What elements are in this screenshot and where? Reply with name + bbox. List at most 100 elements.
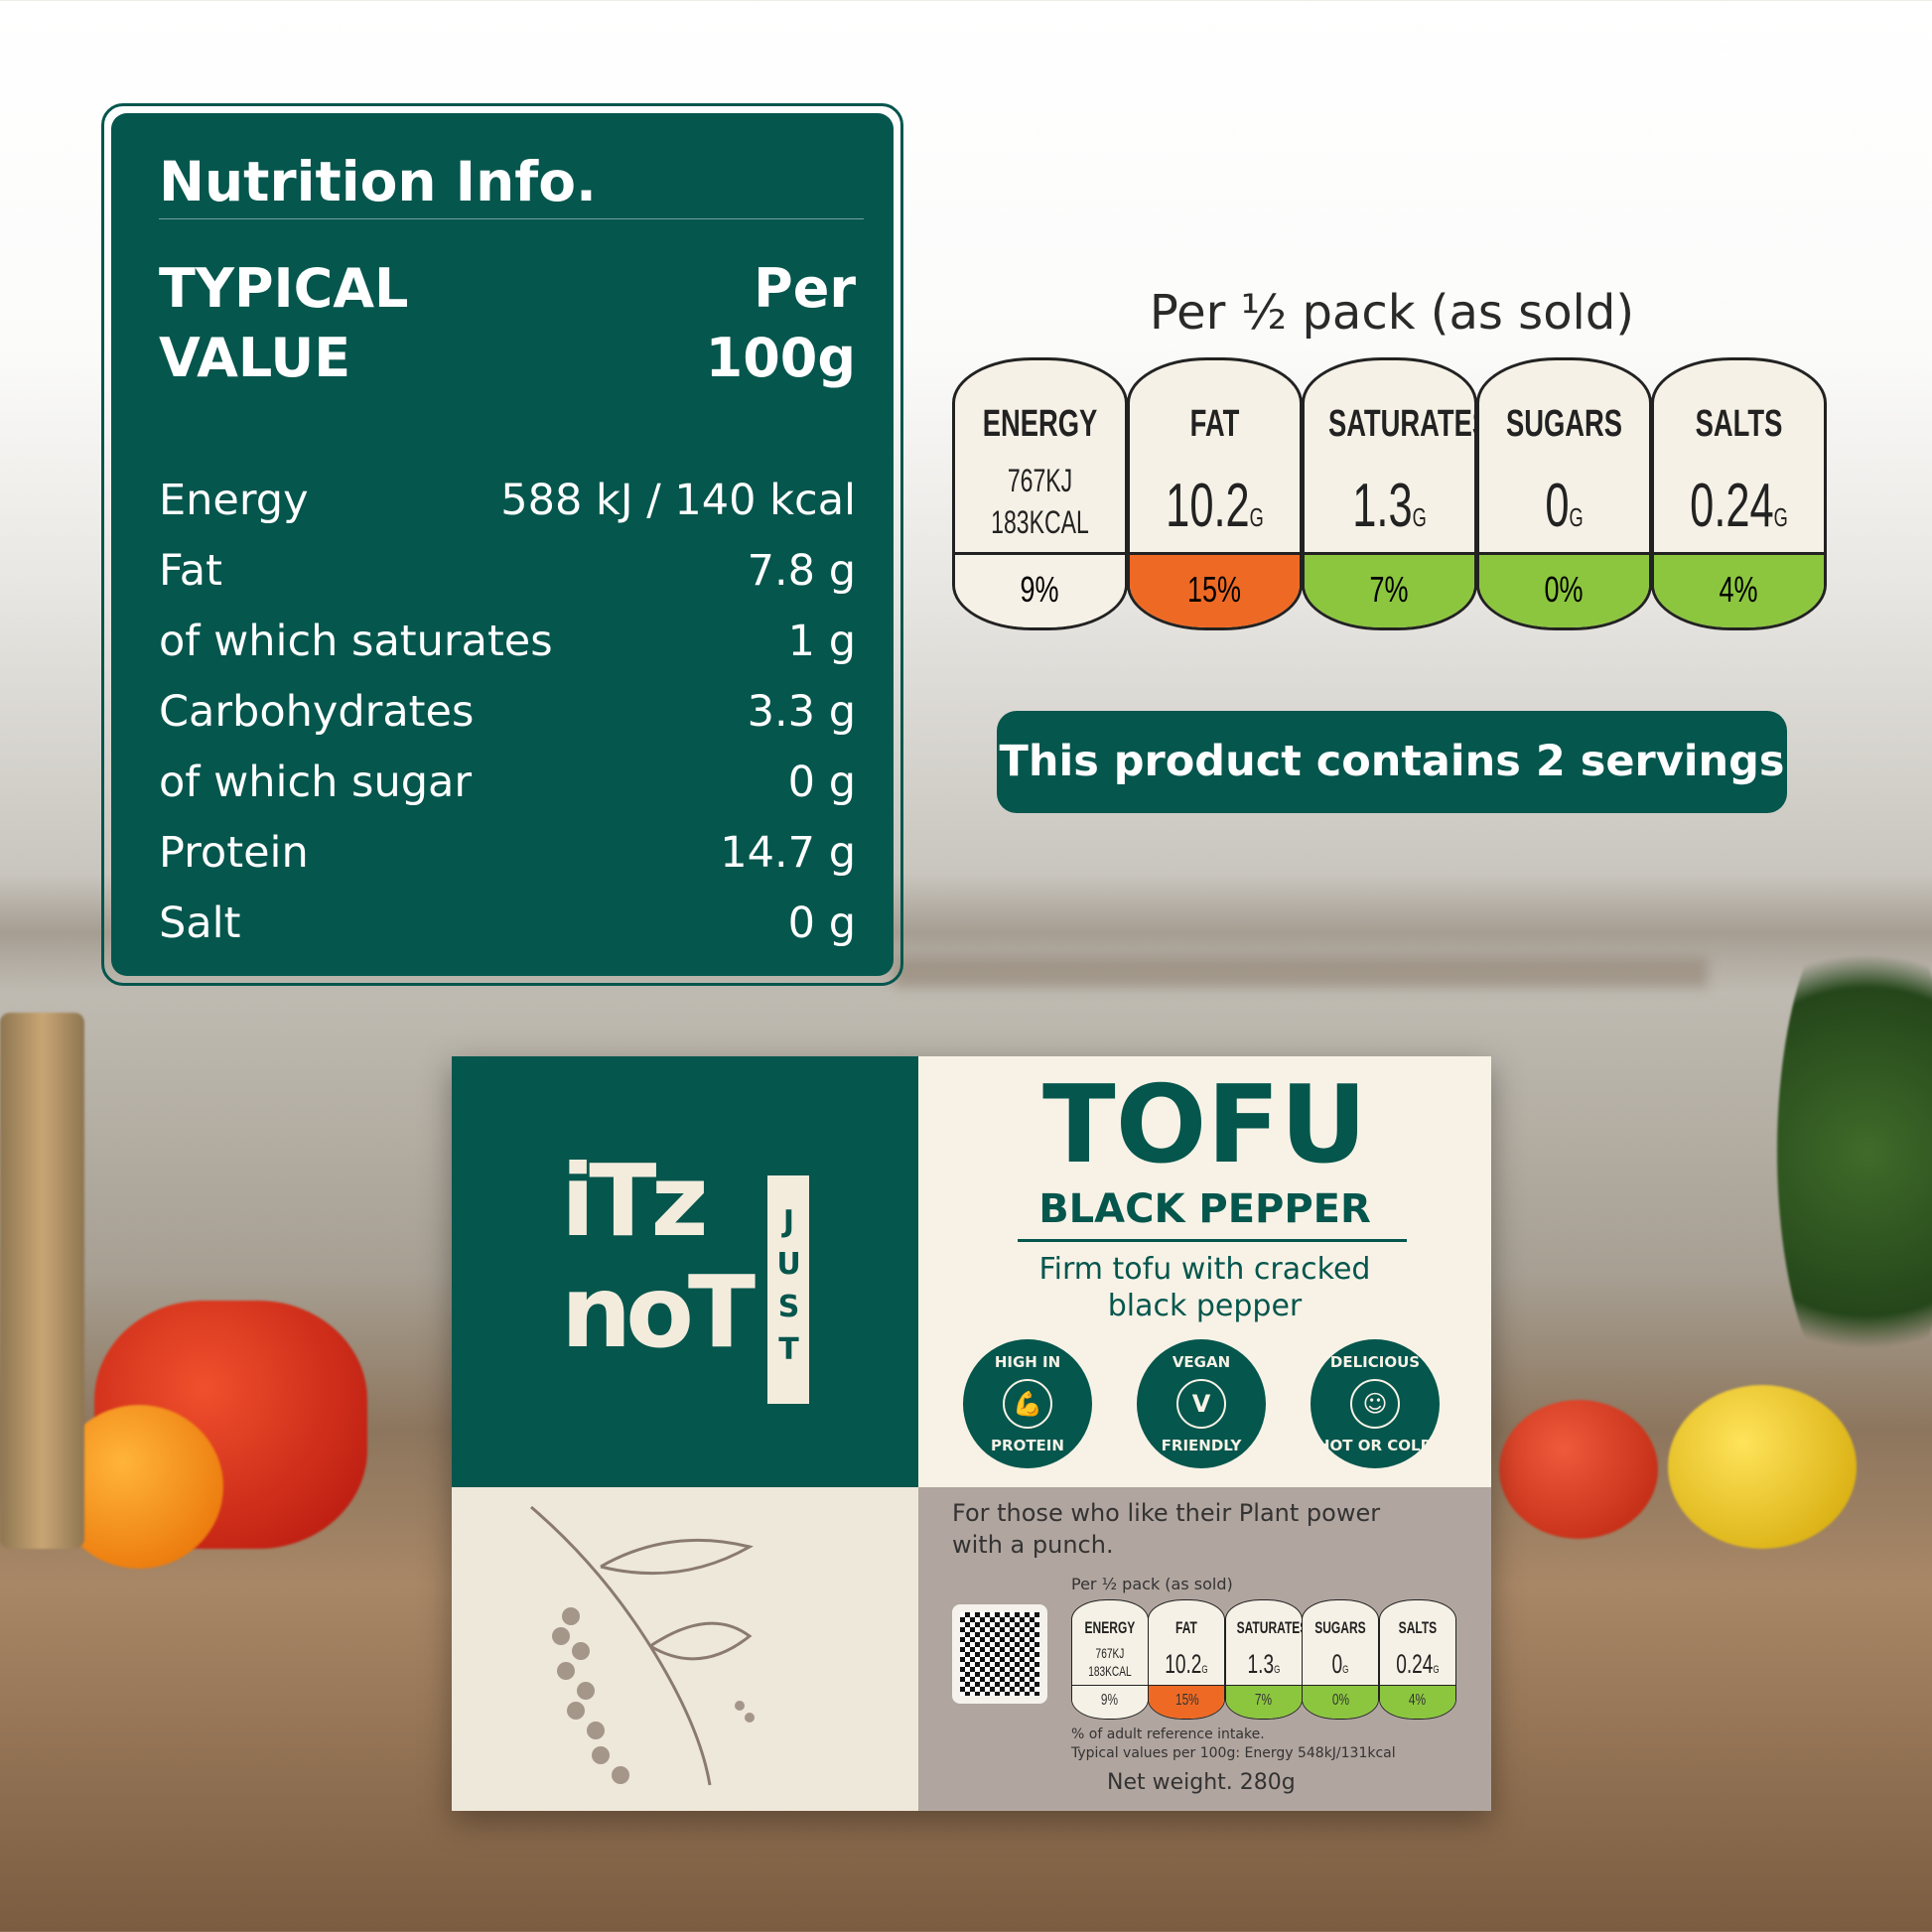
fop-percent: 7% [1305, 552, 1474, 627]
fop-value: 10.2G [1161, 1648, 1213, 1686]
nutrient-value: 7.8 g [747, 546, 856, 596]
info-panel: For those who like their Plant power with… [918, 1487, 1491, 1811]
logo-line: noT [561, 1254, 756, 1370]
fop-percent: 15% [1130, 552, 1300, 627]
badge: VEGAN V FRIENDLY [1137, 1339, 1266, 1468]
brand-panel: iTz noT JUST [452, 1056, 918, 1487]
nutrition-title: Nutrition Info. [159, 150, 597, 213]
nutrient-value: 14.7 g [720, 828, 856, 878]
fop-cell-energy: ENERGY 767KJ 183KCAL 9% [952, 357, 1128, 630]
fop-cell-fat: FAT 10.2G 15% [1148, 1599, 1226, 1720]
fop-percent: 4% [1379, 1684, 1455, 1719]
jar [0, 1013, 84, 1549]
badge-top: VEGAN [1172, 1353, 1231, 1371]
tagline-line: For those who like their Plant power [952, 1499, 1381, 1527]
fop-amount: 0.24 [1690, 472, 1774, 540]
brand-tag-text: JUST [771, 1204, 806, 1375]
energy-kj: 767KJ [1095, 1645, 1125, 1661]
fop-value: 10.2G [1156, 472, 1275, 552]
fop-percent-text: 9% [1101, 1692, 1119, 1710]
fop-cell-energy: ENERGY 767KJ 183KCAL 9% [1071, 1599, 1149, 1720]
product-description: Firm tofu with cracked black pepper [918, 1251, 1491, 1324]
nutrient-value: 1 g [787, 617, 856, 666]
mini-traffic-label: ENERGY 767KJ 183KCAL 9% FAT 10.2G 15% SATURATES… [1071, 1599, 1456, 1720]
fop-name: SATURATES [1236, 1618, 1303, 1638]
fop-unit: G [1412, 502, 1427, 532]
energy-kcal: 183KCAL [1088, 1663, 1132, 1680]
fop-percent: 9% [955, 552, 1125, 627]
fop-percent-text: 9% [1020, 569, 1060, 610]
badge: DELICIOUS ☺ HOT OR COLD [1311, 1339, 1440, 1468]
servings-banner: This product contains 2 servings [997, 711, 1787, 813]
fop-percent-text: 4% [1409, 1692, 1427, 1710]
fop-percent-text: 15% [1187, 569, 1242, 610]
background-shelf [894, 958, 1708, 988]
mini-per-pack: Per ½ pack (as sold) [1071, 1575, 1233, 1593]
fop-amount: 0.24 [1395, 1648, 1434, 1680]
fop-name: SALTS [1695, 403, 1783, 445]
fop-percent-text: 0% [1331, 1692, 1349, 1710]
fop-unit: G [1569, 502, 1584, 532]
fop-name: SATURATES [1327, 403, 1477, 445]
energy-values: 767KJ 183KCAL [1083, 1644, 1138, 1681]
qr-code[interactable] [952, 1604, 1047, 1704]
fop-value: 0.24G [1391, 1648, 1444, 1686]
lemon [1668, 1385, 1857, 1549]
tagline: For those who like their Plant power with… [952, 1497, 1380, 1561]
reference-note: % of adult reference intake. [1071, 1726, 1265, 1742]
header-line: TYPICAL [159, 257, 409, 320]
brand-tag: JUST [767, 1175, 809, 1404]
peppercorn-branch-icon [530, 1505, 755, 1786]
nutrient-label: Energy [159, 476, 309, 525]
nutrient-label: of which sugar [159, 758, 473, 807]
fop-percent-text: 7% [1369, 569, 1410, 610]
nutrition-row: Energy 588 kJ / 140 kcal [159, 473, 856, 528]
fop-percent: 4% [1654, 552, 1824, 627]
fop-percent-text: 4% [1719, 569, 1759, 610]
tagline-line: with a punch. [952, 1531, 1114, 1559]
fop-amount: 1.3 [1352, 472, 1413, 540]
energy-values: 767KJ 183KCAL [979, 460, 1101, 543]
fop-unit: G [1773, 502, 1788, 532]
badge-bottom: FRIENDLY [1161, 1437, 1242, 1454]
nutrition-panel: Nutrition Info. TYPICAL VALUE Per 100g Ene… [101, 103, 903, 986]
nutrition-row: of which saturates 1 g [159, 614, 856, 669]
net-weight: Net weight. 280g [1107, 1770, 1296, 1795]
badge-top: HIGH IN [994, 1353, 1061, 1371]
product-variant: BLACK PEPPER [1038, 1186, 1371, 1232]
fop-value: 0G [1314, 1648, 1367, 1686]
header-line: 100g [705, 327, 856, 389]
nutrition-row: Salt 0 g [159, 896, 856, 951]
muscle-icon: 💪 [1003, 1379, 1052, 1429]
logo-line: iTz [561, 1143, 709, 1259]
divider [159, 218, 864, 219]
typical-value-header: TYPICAL VALUE [159, 254, 408, 393]
nutrition-row: Fat 7.8 g [159, 543, 856, 599]
fop-percent: 0% [1479, 552, 1649, 627]
fop-amount: 1.3 [1247, 1648, 1274, 1680]
traffic-light-label: ENERGY 767KJ 183KCAL 9% FAT 10.2G 15% SATURATES… [952, 357, 1827, 630]
footnote: % of adult reference intake. Typical valu… [1071, 1725, 1396, 1763]
nutrient-label: of which saturates [159, 617, 553, 666]
herbs [1777, 894, 1932, 1410]
fop-name: SUGARS [1314, 1618, 1366, 1638]
fop-cell-fat: FAT 10.2G 15% [1127, 357, 1303, 630]
fop-cell-sugars: SUGARS 0G 0% [1302, 1599, 1380, 1720]
brand-logo: iTz noT [561, 1143, 756, 1370]
fop-percent: 7% [1225, 1684, 1302, 1719]
tofu-package: iTz noT JUST TOFU BLACK PEPPER Firm tofu … [452, 1056, 1491, 1811]
fop-unit: G [1201, 1664, 1209, 1677]
fop-name: SUGARS [1505, 403, 1623, 445]
nutrient-label: Fat [159, 546, 222, 596]
energy-kj: 767KJ [1007, 463, 1073, 498]
fop-cell-sugars: SUGARS 0G 0% [1476, 357, 1652, 630]
divider [1018, 1239, 1407, 1242]
per-pack-title: Per ½ pack (as sold) [1149, 285, 1635, 341]
badge-top: DELICIOUS [1329, 1353, 1421, 1371]
header-line: VALUE [159, 327, 351, 389]
nutrition-row: Carbohydrates 3.3 g [159, 684, 856, 740]
fop-unit: G [1273, 1664, 1281, 1677]
fop-name: FAT [1175, 1618, 1198, 1638]
fop-cell-salts: SALTS 0.24G 4% [1651, 357, 1827, 630]
energy-kcal: 183KCAL [991, 504, 1089, 540]
